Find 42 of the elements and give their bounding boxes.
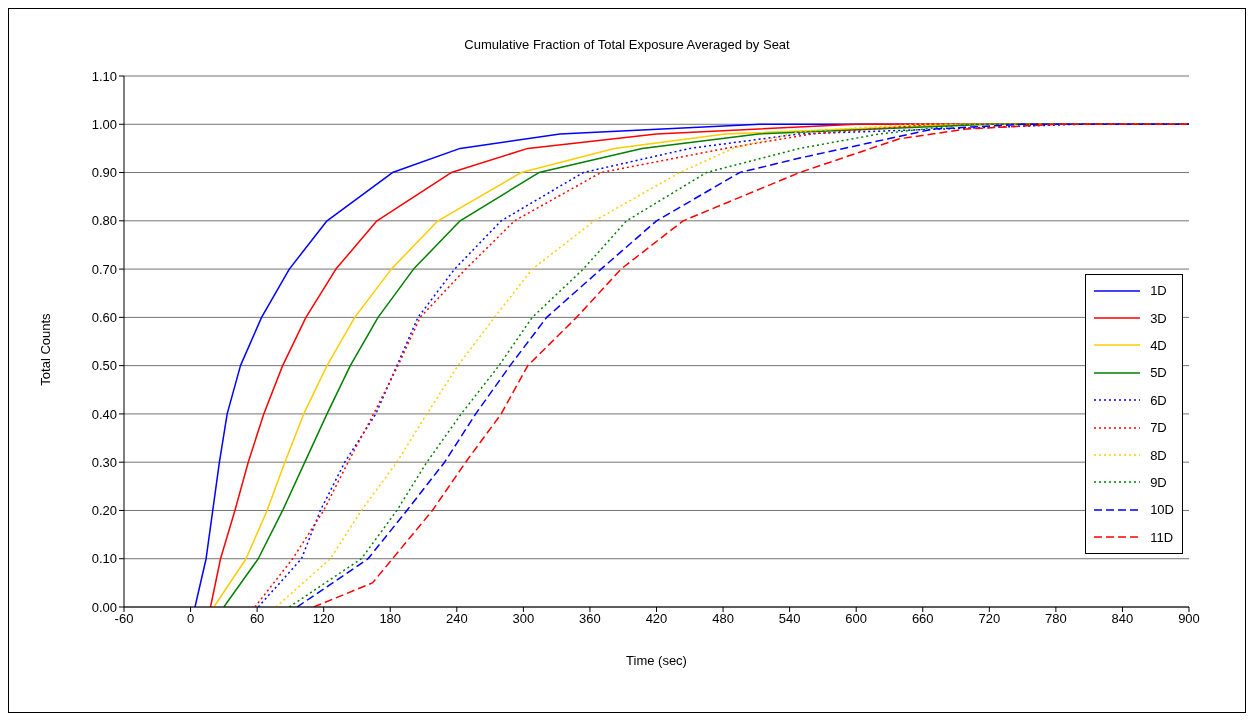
- y-axis-title: Total Counts: [37, 312, 53, 388]
- x-tick-label: 60: [249, 611, 265, 627]
- x-tick-label: 300: [512, 611, 535, 627]
- y-tick-label: 1.10: [91, 68, 117, 84]
- x-tick-label: 480: [712, 611, 734, 627]
- y-tick-label: 0.90: [91, 165, 117, 181]
- x-tick-label: 240: [445, 611, 468, 627]
- x-tick-label: 600: [845, 611, 868, 627]
- legend-label: 11D: [1150, 529, 1174, 545]
- legend-label: 5D: [1150, 365, 1167, 381]
- x-tick-label: 420: [645, 611, 668, 627]
- x-tick-label: 840: [1111, 611, 1134, 627]
- y-tick-label: 0.00: [91, 599, 117, 615]
- y-tick-label: 1.00: [91, 116, 117, 132]
- y-tick-label: 0.20: [91, 503, 117, 519]
- legend-label: 7D: [1150, 420, 1167, 436]
- x-tick-label: 360: [579, 611, 601, 627]
- x-tick-label: -60: [114, 611, 134, 627]
- legend-label: 6D: [1150, 392, 1167, 408]
- x-tick-label: 900: [1178, 611, 1200, 627]
- legend-label: 9D: [1150, 474, 1167, 490]
- x-tick-label: 780: [1045, 611, 1067, 627]
- chart-title: Cumulative Fraction of Total Exposure Averaged by Seat: [463, 37, 791, 52]
- y-tick-label: 0.50: [91, 358, 117, 374]
- x-tick-label: 0: [186, 611, 195, 627]
- x-tick-label: 660: [911, 611, 934, 627]
- x-tick-label: 720: [978, 611, 1001, 627]
- legend-label: 1D: [1150, 283, 1167, 299]
- x-tick-label: 180: [379, 611, 402, 627]
- y-tick-label: 0.70: [91, 261, 117, 277]
- y-tick-label: 0.10: [91, 551, 117, 567]
- x-tick-label: 120: [312, 611, 335, 627]
- y-tick-label: 0.30: [91, 454, 117, 470]
- y-tick-label: 0.80: [91, 213, 117, 229]
- legend-label: 8D: [1150, 447, 1167, 463]
- y-tick-label: 0.60: [91, 309, 117, 325]
- legend-label: 10D: [1150, 502, 1174, 518]
- x-tick-label: 540: [778, 611, 801, 627]
- x-axis-title: Time (sec): [626, 653, 687, 668]
- legend-label: 3D: [1150, 310, 1167, 326]
- legend-label: 4D: [1150, 337, 1167, 353]
- y-tick-label: 0.40: [91, 406, 117, 422]
